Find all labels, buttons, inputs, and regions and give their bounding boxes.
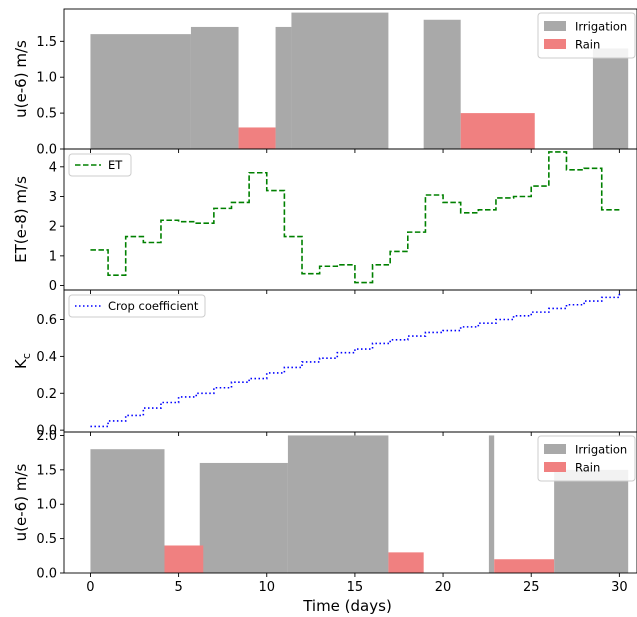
x-tick-label: 20 — [435, 580, 452, 595]
rain-bar — [164, 545, 204, 573]
irrigation-bar — [287, 435, 389, 573]
panel-2: 0 1 2 3 4 ET(e-8) m/s ET — [12, 148, 637, 294]
irrigation-bar — [554, 469, 629, 573]
x-tick-label: 0 — [86, 580, 94, 595]
x-tick-label: 5 — [174, 580, 182, 595]
series-line-et — [90, 151, 620, 284]
irrigation-bar — [90, 449, 165, 573]
axes-frame — [63, 148, 637, 291]
x-tick-label: 10 — [258, 580, 275, 595]
y-axis-label: ET(e-8) m/s — [12, 176, 30, 263]
panel-4: 0.0 0.5 1.0 1.5 2.0 0 5 10 15 20 25 30 u(e-6) m/s Tim… — [12, 429, 637, 615]
irrigation-bar — [423, 19, 461, 149]
y-tick-label: 4 — [49, 160, 57, 175]
y-tick-label: 2.0 — [36, 429, 57, 444]
legend-box — [68, 294, 206, 318]
y-axis-label: Kc — [12, 353, 33, 369]
rain-bar — [460, 113, 535, 149]
y-tick-label: 0.2 — [36, 387, 57, 402]
rain-bar — [238, 127, 276, 149]
irrigation-bar — [488, 435, 495, 573]
y-tick-label: 0 — [49, 279, 57, 294]
x-tick-label: 25 — [523, 580, 540, 595]
x-axis-label: Time (days) — [302, 597, 392, 615]
legend-label: Irrigation — [575, 20, 627, 34]
legend-label: ET — [108, 158, 123, 172]
irrigation-bar — [592, 48, 629, 149]
y-tick-label: 1.5 — [36, 463, 57, 478]
y-tick-label: 0.0 — [36, 143, 57, 158]
legend-label: Crop coefficient — [108, 299, 199, 313]
y-axis-label: u(e-6) m/s — [12, 463, 30, 541]
y-tick-label: 3 — [49, 190, 57, 205]
irrigation-bar — [275, 26, 292, 149]
y-axis-label: u(e-6) m/s — [12, 40, 30, 118]
irrigation-bar — [190, 26, 239, 149]
legend-swatch — [544, 444, 566, 454]
irrigation-bar — [291, 12, 389, 149]
panel-1: 0.0 0.5 1.0 1.5 u(e-6) m/s Irrigation Rain — [12, 8, 637, 158]
legend-swatch — [544, 39, 566, 49]
y-tick-label: 0.0 — [36, 424, 57, 439]
y-tick-label: 0.4 — [36, 350, 57, 365]
irrigation-bar — [199, 462, 288, 573]
legend-label: Irrigation — [575, 443, 627, 457]
y-tick-label: 1.0 — [36, 71, 57, 86]
y-tick-label: 0.5 — [36, 532, 57, 547]
axes-frame — [63, 431, 637, 574]
rain-bar — [388, 552, 424, 573]
x-tick-label: 30 — [611, 580, 628, 595]
y-tick-label: 0.6 — [36, 313, 57, 328]
y-tick-label: 1 — [49, 249, 57, 264]
y-tick-label: 2 — [49, 220, 57, 235]
rain-bar — [494, 559, 555, 573]
y-tick-label: 1.5 — [36, 35, 57, 50]
legend-label: Rain — [575, 38, 600, 52]
x-tick-label: 15 — [347, 580, 364, 595]
legend-label: Rain — [575, 461, 600, 475]
y-tick-label: 0.0 — [36, 567, 57, 582]
irrigation-bar — [90, 34, 191, 149]
panel-3: 0.0 0.2 0.4 0.6 Kc Crop coefficient — [12, 289, 637, 439]
y-tick-label: 0.5 — [36, 107, 57, 122]
legend-swatch — [544, 21, 566, 31]
y-tick-label: 1.0 — [36, 498, 57, 513]
legend-swatch — [544, 462, 566, 472]
